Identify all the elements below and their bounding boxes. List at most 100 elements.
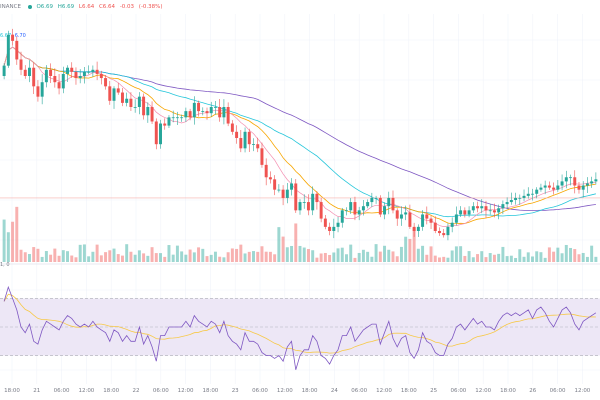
- candle: [476, 206, 480, 209]
- candle: [15, 40, 19, 60]
- volume-bar: [171, 254, 175, 262]
- candle: [497, 208, 501, 213]
- candle: [370, 197, 374, 203]
- time-axis-label: 12:00: [78, 388, 95, 394]
- candle: [281, 189, 285, 198]
- volume-bar: [2, 219, 6, 262]
- volume-bar: [357, 252, 361, 262]
- candle: [328, 226, 332, 231]
- volume-bar: [78, 244, 82, 262]
- volume-bar: [66, 251, 69, 262]
- volume-bar: [492, 254, 496, 262]
- volume-bar: [142, 253, 146, 262]
- candle: [218, 107, 222, 118]
- time-axis-label: 06:00: [450, 388, 467, 394]
- candle: [175, 117, 179, 119]
- candle: [222, 107, 226, 118]
- candle: [167, 117, 171, 126]
- volume-bar: [319, 253, 323, 262]
- candle: [108, 86, 112, 101]
- candle: [518, 197, 522, 199]
- volume-bar: [252, 251, 255, 262]
- candle: [459, 210, 463, 215]
- volume-bar: [535, 251, 539, 262]
- volume-bar: [370, 256, 374, 262]
- volume-bar: [6, 232, 10, 262]
- volume-bar: [340, 247, 344, 262]
- volume-bar: [556, 247, 560, 262]
- volume-bar: [57, 255, 61, 262]
- candle: [243, 131, 247, 149]
- candle: [421, 214, 425, 227]
- candle: [442, 233, 446, 236]
- volume-bar: [590, 245, 594, 262]
- volume-bar: [91, 251, 95, 262]
- candle: [197, 102, 201, 112]
- candle: [32, 67, 36, 87]
- volume-bar: [543, 257, 547, 262]
- volume-bar: [197, 247, 201, 262]
- volume-bar: [577, 254, 581, 262]
- time-axis-label: 18:00: [500, 388, 516, 394]
- volume-bar: [446, 257, 450, 262]
- candle: [552, 187, 556, 190]
- candle: [395, 210, 399, 219]
- volume-bar: [425, 254, 429, 262]
- volume-bar: [281, 236, 285, 262]
- candle: [585, 183, 589, 186]
- candle: [378, 197, 382, 215]
- volume-bar: [315, 257, 319, 262]
- volume-bar: [23, 252, 27, 262]
- market-status-icon: [27, 4, 32, 9]
- volume-bar: [247, 251, 251, 262]
- volume-bar: [74, 257, 78, 262]
- candle: [294, 183, 298, 211]
- time-axis-label: 12:00: [376, 388, 392, 394]
- candle: [387, 197, 391, 207]
- volume-bar: [404, 236, 408, 262]
- candle: [239, 138, 243, 149]
- volume-bar: [560, 253, 564, 262]
- time-axis-label: 21: [33, 388, 41, 394]
- ohlc-legend: INANCE O6.69 H6.69 L6.64 C6.64 -0.03 (-0…: [0, 0, 600, 14]
- volume-bar: [19, 249, 23, 262]
- time-axis-label: 06:00: [252, 388, 268, 394]
- volume-bar: [531, 256, 534, 262]
- volume-bar: [150, 247, 154, 262]
- time-axis-label: 12:00: [177, 388, 194, 394]
- volume-bar: [387, 249, 391, 262]
- candle: [556, 185, 560, 190]
- time-axis-label: 22: [132, 388, 140, 394]
- volume-bar: [205, 256, 209, 262]
- candle: [87, 71, 91, 73]
- volume-bar: [585, 256, 589, 262]
- candle: [366, 202, 370, 207]
- time-axis-label: 06:00: [152, 388, 169, 394]
- volume-bar: [137, 250, 141, 262]
- candle: [353, 202, 357, 215]
- volume-bar: [44, 251, 48, 262]
- candle: [129, 98, 133, 107]
- candle: [264, 164, 268, 178]
- candle: [188, 111, 192, 118]
- candle: [319, 202, 323, 219]
- volume-bar: [564, 244, 568, 262]
- candle: [184, 111, 188, 118]
- change-pct-value: (-0.38%): [138, 4, 163, 10]
- candle: [133, 107, 137, 108]
- candle: [361, 206, 365, 211]
- candle: [192, 102, 196, 118]
- time-axis: 18:00 21 06:00 12:00 18:00 22 06:00 12:00 18:00 2…: [0, 386, 600, 400]
- volume-bar: [399, 246, 403, 262]
- volume-bar: [438, 257, 441, 262]
- volume-bar: [323, 252, 327, 262]
- volume-bar: [433, 255, 437, 262]
- candle: [594, 179, 598, 182]
- candle: [438, 231, 441, 234]
- volume-bar: [167, 245, 171, 262]
- volume-bar: [146, 255, 150, 262]
- rsi-line: [3, 285, 597, 370]
- volume-bar: [467, 251, 471, 262]
- price-chart[interactable]: [0, 0, 600, 386]
- candle: [488, 210, 492, 212]
